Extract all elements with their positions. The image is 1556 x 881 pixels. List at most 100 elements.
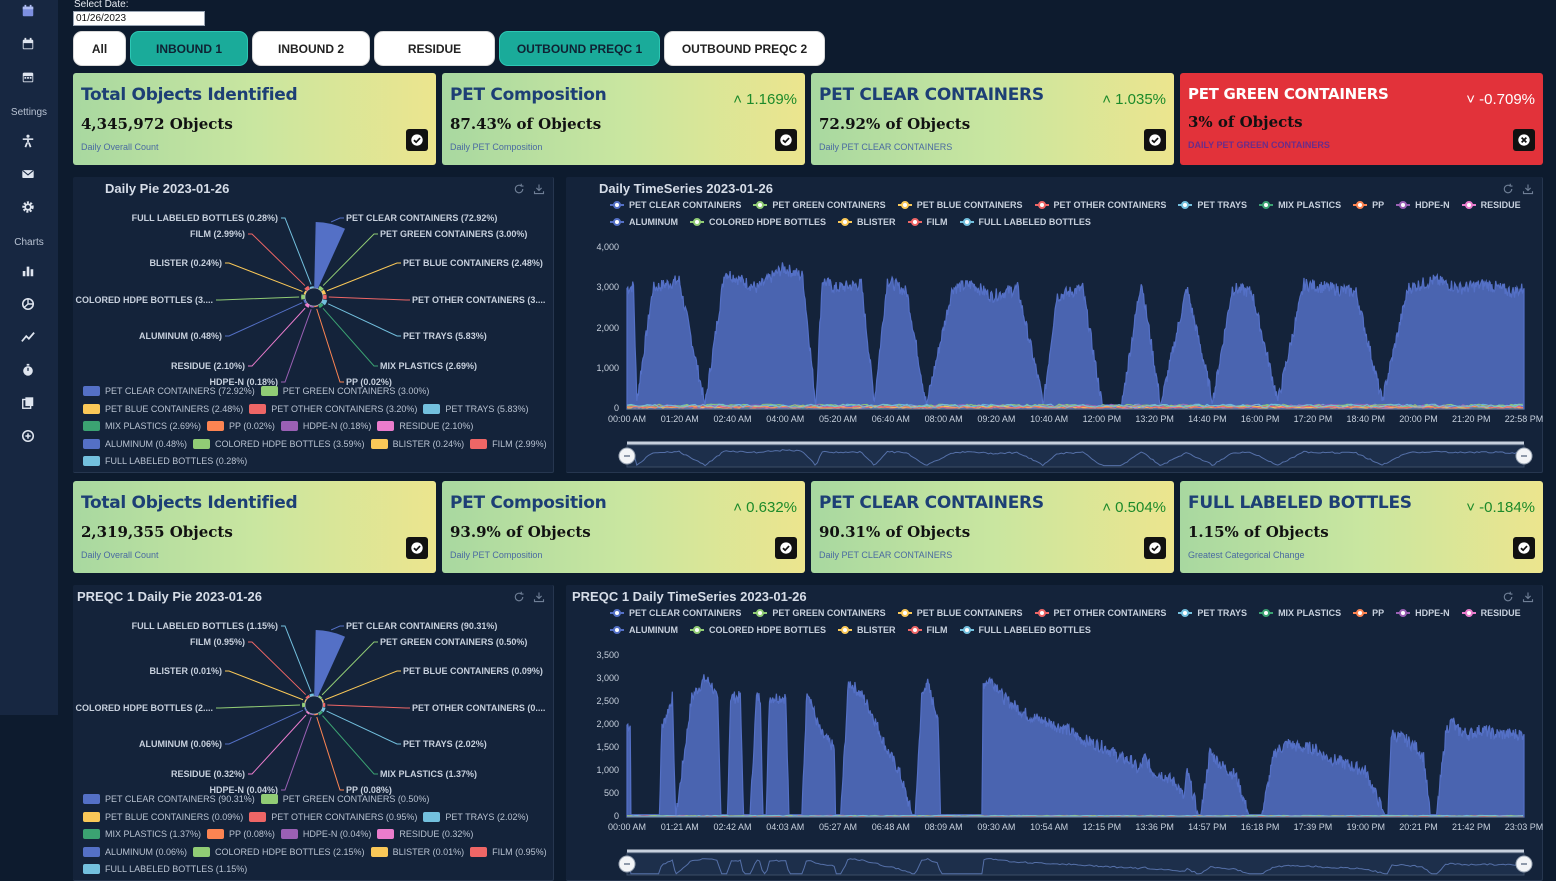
pie-leader-line bbox=[322, 308, 378, 367]
legend-label: ALUMINUM bbox=[629, 625, 678, 635]
line-chart-icon[interactable] bbox=[19, 328, 37, 346]
check-badge-icon bbox=[406, 537, 428, 559]
tab-all[interactable]: All bbox=[73, 31, 126, 66]
refresh-icon[interactable] bbox=[1502, 591, 1514, 603]
legend-swatch bbox=[470, 438, 488, 449]
legend-row: FULL LABELED BOTTLES (0.28%) bbox=[83, 456, 253, 466]
legend-swatch bbox=[260, 386, 278, 396]
legend-swatch bbox=[377, 829, 395, 839]
legend-item: FULL LABELED BOTTLES bbox=[959, 625, 1091, 635]
date-input[interactable] bbox=[73, 11, 205, 26]
legend-label: PET GREEN CONTAINERS (0.50%) bbox=[282, 794, 430, 804]
legend-label: RESIDUE (2.10%) bbox=[399, 421, 474, 431]
zoom-slider-track[interactable] bbox=[626, 444, 1525, 468]
chart-toolbox bbox=[1502, 183, 1534, 195]
kpi-subtitle: Daily PET CLEAR CONTAINERS bbox=[819, 142, 953, 152]
legend-label: ALUMINUM (0.06%) bbox=[105, 846, 188, 857]
add-circle-icon[interactable] bbox=[19, 427, 37, 445]
pie-label: PET OTHER CONTAINERS (0.... bbox=[412, 703, 546, 713]
pie-label: MIX PLASTICS (1.37%) bbox=[380, 769, 478, 779]
pie-chart-icon[interactable] bbox=[19, 295, 37, 313]
tab-inbound-1[interactable]: INBOUND 1 bbox=[130, 31, 248, 66]
legend-label: FULL LABELED BOTTLES bbox=[978, 217, 1091, 227]
legend-label: HDPE-N (0.04%) bbox=[302, 829, 372, 839]
tab-label: INBOUND 2 bbox=[277, 41, 344, 56]
legend-swatch bbox=[249, 403, 267, 414]
legend-label: FILM (0.95%) bbox=[492, 846, 547, 857]
pie-leader-line bbox=[248, 714, 307, 775]
kpi-title: Total Objects Identified bbox=[81, 493, 298, 513]
legend-item: RESIDUE bbox=[1461, 608, 1521, 618]
caret-up-icon: ˄ bbox=[733, 499, 747, 516]
accessibility-icon[interactable] bbox=[19, 132, 37, 150]
legend-swatch bbox=[193, 846, 211, 857]
chart-toolbox bbox=[513, 591, 545, 603]
refresh-icon[interactable] bbox=[1502, 183, 1514, 195]
series-line[interactable] bbox=[626, 403, 1524, 409]
pie-leader-line bbox=[322, 233, 378, 286]
pie-label: BLISTER (0.01%) bbox=[149, 666, 222, 676]
x-tick-label: 21:20 PM bbox=[1451, 414, 1491, 424]
tab-outbound-preqc-2[interactable]: OUTBOUND PREQC 2 bbox=[664, 31, 825, 66]
legend-row: MIX PLASTICS (1.37%) PP (0.08%) HDPE-N (0.… bbox=[83, 829, 479, 839]
bar-chart-icon[interactable] bbox=[19, 262, 37, 280]
download-icon[interactable] bbox=[1522, 183, 1534, 195]
tab-inbound-2[interactable]: INBOUND 2 bbox=[252, 31, 370, 66]
legend-label: PP (0.08%) bbox=[229, 829, 275, 839]
mail-icon[interactable] bbox=[19, 165, 37, 183]
kpi-card-total-objects: Total Objects Identified 4,345,972 Objec… bbox=[73, 73, 436, 165]
legend-marker bbox=[1353, 609, 1368, 617]
kpi-delta-value: 1.035% bbox=[1115, 91, 1166, 108]
timeseries-chart bbox=[618, 674, 1533, 876]
stopwatch-icon[interactable] bbox=[19, 361, 37, 379]
chart-title: Daily TimeSeries 2023-01-26 bbox=[599, 181, 773, 196]
download-icon[interactable] bbox=[533, 183, 545, 195]
download-icon[interactable] bbox=[1522, 591, 1534, 603]
legend-marker bbox=[959, 218, 974, 226]
pie-leader-line bbox=[316, 716, 344, 791]
kpi-card-pet-clear-preqc: PET CLEAR CONTAINERS 90.31% of Objects D… bbox=[811, 481, 1174, 573]
pie-leader-line bbox=[326, 710, 401, 745]
x-tick-label: 16:00 PM bbox=[1240, 414, 1280, 424]
tab-outbound-preqc-1[interactable]: OUTBOUND PREQC 1 bbox=[499, 31, 660, 66]
legend-item: PET GREEN CONTAINERS bbox=[753, 200, 886, 210]
refresh-icon[interactable] bbox=[513, 591, 525, 603]
series-line[interactable] bbox=[626, 403, 1524, 409]
kpi-subtitle: Daily PET CLEAR CONTAINERS bbox=[819, 550, 953, 560]
tab-label: OUTBOUND PREQC 2 bbox=[681, 41, 808, 56]
kpi-title: FULL LABELED BOTTLES bbox=[1188, 493, 1412, 513]
pie-leader-line bbox=[225, 302, 303, 337]
calendar-icon[interactable] bbox=[19, 2, 37, 20]
kpi-value: 87.43% of Objects bbox=[450, 115, 602, 133]
legend-item: BLISTER (0.01%) bbox=[370, 846, 464, 857]
kpi-subtitle: Greatest Categorical Change bbox=[1188, 550, 1305, 560]
series-line[interactable] bbox=[626, 814, 1524, 818]
series-line-main[interactable] bbox=[626, 674, 1525, 818]
legend-swatch bbox=[370, 846, 388, 857]
pie-slice[interactable] bbox=[314, 222, 346, 297]
legend-item: FILM (2.99%) bbox=[470, 438, 547, 449]
legend-marker bbox=[907, 626, 922, 634]
refresh-icon[interactable] bbox=[513, 183, 525, 195]
legend-swatch bbox=[83, 386, 100, 396]
check-badge-icon bbox=[406, 129, 428, 151]
x-tick-label: 04:03 AM bbox=[766, 822, 805, 832]
check-badge-icon bbox=[775, 537, 797, 559]
kpi-value: 72.92% of Objects bbox=[819, 115, 971, 133]
pie-slice[interactable] bbox=[314, 630, 346, 705]
legend-row: PET CLEAR CONTAINERS (72.92%) PET GREEN C… bbox=[83, 386, 435, 396]
legend-label: MIX PLASTICS (1.37%) bbox=[105, 829, 202, 839]
tab-residue[interactable]: RESIDUE bbox=[374, 31, 495, 66]
legend-item: MIX PLASTICS bbox=[1259, 608, 1341, 618]
gear-icon[interactable] bbox=[19, 198, 37, 216]
download-icon[interactable] bbox=[533, 591, 545, 603]
legend-label: PP bbox=[1372, 608, 1385, 618]
legend-label: COLORED HDPE BOTTLES (3.59%) bbox=[215, 438, 365, 449]
series-line-main[interactable] bbox=[626, 262, 1525, 410]
copy-icon[interactable] bbox=[19, 394, 37, 412]
calendar-icon[interactable] bbox=[19, 35, 37, 53]
kpi-value: 90.31% of Objects bbox=[819, 523, 971, 541]
x-tick-label: 22:58 PM bbox=[1504, 414, 1544, 424]
legend-swatch bbox=[83, 794, 100, 804]
calendar-icon[interactable] bbox=[19, 68, 37, 86]
